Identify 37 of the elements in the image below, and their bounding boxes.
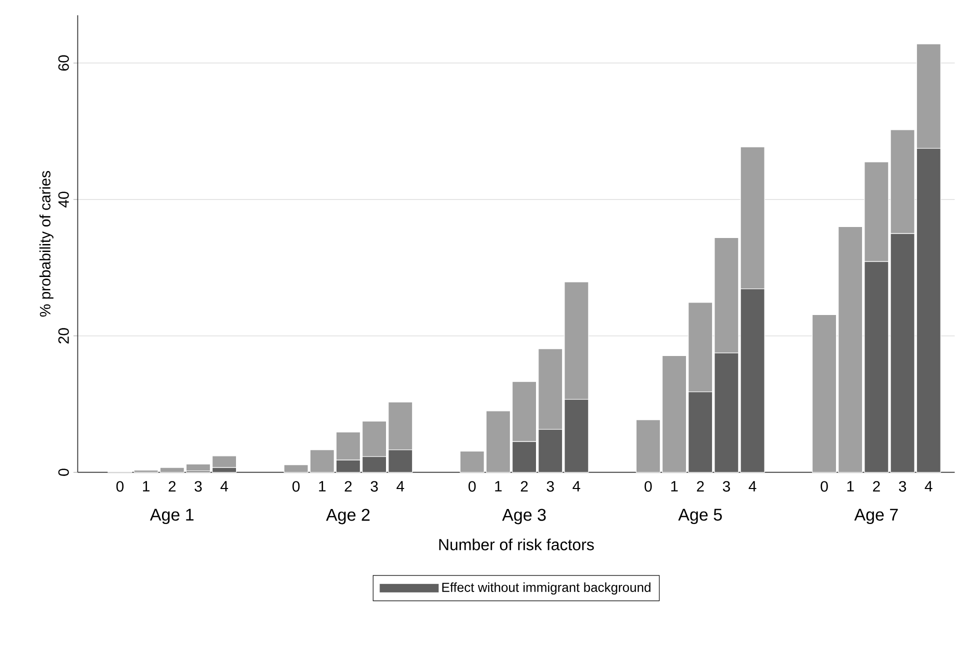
x-tick-label: 0 — [292, 481, 300, 492]
x-tick-label: 2 — [168, 481, 176, 492]
text: Age 2 — [326, 508, 370, 524]
y-axis-title: % probability of caries — [39, 171, 54, 317]
x-tick-label: 3 — [194, 481, 202, 492]
y-tick-label: 60 — [58, 55, 69, 71]
x-tick-label: 3 — [370, 481, 378, 492]
x-tick-label: 4 — [220, 481, 228, 492]
y-tick-label: 20 — [58, 328, 69, 344]
legend-label: Effect without immigrant background — [442, 582, 650, 595]
x-tick-label: 4 — [924, 481, 932, 492]
x-tick-label: 4 — [748, 481, 756, 492]
x-tick-label: 1 — [671, 481, 678, 492]
text: Age 5 — [678, 508, 722, 524]
y-tick-label: 0 — [58, 468, 69, 476]
text: Age 3 — [502, 508, 546, 524]
x-tick-label: 3 — [898, 481, 906, 492]
x-tick-label: 0 — [116, 481, 124, 492]
text: Age 7 — [854, 508, 898, 524]
x-tick-label: 2 — [520, 481, 528, 492]
x-tick-label: 2 — [696, 481, 704, 492]
x-tick-label: 1 — [847, 481, 854, 492]
x-axis-title: Number of risk factors — [439, 538, 594, 550]
x-tick-label: 3 — [722, 481, 730, 492]
x-tick-label: 1 — [319, 481, 326, 492]
x-tick-label: 1 — [495, 481, 502, 492]
x-tick-label: 0 — [468, 481, 476, 492]
x-tick-label: 4 — [396, 481, 404, 492]
x-tick-label: 0 — [644, 481, 652, 492]
text: Age 1 — [150, 508, 194, 524]
y-tick-label: 40 — [58, 192, 69, 208]
x-tick-label: 1 — [143, 481, 150, 492]
x-tick-label: 3 — [546, 481, 554, 492]
x-tick-label: 2 — [344, 481, 352, 492]
x-tick-label: 0 — [820, 481, 828, 492]
x-tick-label: 2 — [873, 481, 880, 492]
x-tick-label: 4 — [572, 481, 580, 492]
